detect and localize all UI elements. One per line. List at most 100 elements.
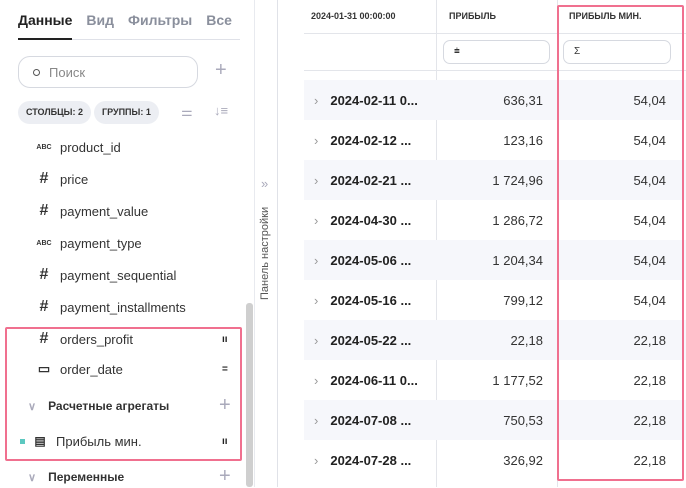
cell-profit: 1 724,96 — [492, 172, 543, 188]
chevron-right-icon[interactable]: › — [314, 372, 319, 388]
column-header-profit[interactable]: ПРИБЫЛЬ — [449, 11, 497, 21]
cell-profit-min: 22,18 — [633, 372, 666, 388]
tab-data[interactable]: Данные — [18, 0, 73, 40]
double-chevron-right-icon: » — [261, 176, 269, 191]
cell-profit-min: 54,04 — [633, 92, 666, 108]
tab-all[interactable]: Все — [206, 12, 232, 28]
cell-profit: 326,92 — [503, 452, 543, 468]
field-name: product_id — [60, 139, 121, 155]
add-variable-button[interactable]: + — [219, 465, 231, 487]
add-field-button[interactable]: + — [215, 59, 227, 81]
tab-filters[interactable]: Фильтры — [128, 12, 193, 28]
number-type-icon: # — [39, 266, 49, 283]
table-row[interactable]: › 2024-02-12 ... 123,16 54,04 — [304, 120, 686, 160]
cell-profit: 1 177,52 — [492, 372, 543, 388]
search-icon — [33, 68, 40, 76]
chevron-right-icon[interactable]: › — [314, 412, 319, 428]
filter-profit-min[interactable]: Σ — [563, 40, 671, 64]
cell-date: 2024-07-28 ... — [330, 452, 412, 468]
settings-panel-toggle[interactable]: » Панель настройки — [254, 0, 278, 487]
section-variables[interactable]: ∨ Переменные — [28, 470, 124, 484]
field-item[interactable]: # price — [36, 169, 89, 189]
field-name: orders_profit — [60, 331, 133, 347]
table-row[interactable]: › 2024-05-06 ... 1 204,34 54,04 — [304, 240, 686, 280]
cell-profit: 750,53 — [503, 412, 543, 428]
panel-label: Панель настройки — [259, 206, 271, 300]
chevron-right-icon[interactable]: › — [314, 92, 319, 108]
field-item[interactable]: ▭ order_date — [36, 359, 123, 379]
cell-date: 2024-05-06 ... — [330, 252, 412, 268]
table-row[interactable]: › 2024-07-28 ... 326,92 22,18 — [304, 440, 686, 480]
field-name: payment_value — [60, 203, 149, 219]
search-input[interactable]: Поиск — [18, 56, 198, 88]
sidebar-scrollbar[interactable] — [246, 303, 253, 487]
calendar-icon: ▭ — [37, 361, 51, 376]
cell-profit-min: 22,18 — [633, 452, 666, 468]
field-item[interactable]: ABC product_id — [36, 137, 121, 157]
tab-view[interactable]: Вид — [86, 12, 115, 28]
table-row[interactable]: › 2024-02-21 ... 1 724,96 54,04 — [304, 160, 686, 200]
cell-profit-min: 22,18 — [633, 412, 666, 428]
cell-profit-min: 54,04 — [633, 172, 666, 188]
calculator-icon: ▤ — [34, 434, 46, 448]
divider — [304, 70, 686, 71]
field-item[interactable]: ABC payment_type — [36, 233, 142, 253]
cell-profit: 799,12 — [503, 292, 543, 308]
field-item[interactable]: # payment_value — [36, 201, 149, 221]
chevron-right-icon[interactable]: › — [314, 212, 319, 228]
text-type-icon: ABC — [36, 143, 52, 151]
cell-date: 2024-05-22 ... — [330, 332, 412, 348]
chevron-right-icon[interactable]: › — [314, 332, 319, 348]
cell-date: 2024-06-11 0... — [330, 372, 418, 388]
field-item-profit-min[interactable]: ▤ Прибыль мин. — [32, 431, 142, 451]
chevron-down-icon: ∨ — [28, 400, 37, 413]
chevron-right-icon[interactable]: › — [314, 132, 319, 148]
table-row[interactable]: › 2024-05-22 ... 22,18 22,18 — [304, 320, 686, 360]
sidebar-tabs: Данные Вид Фильтры Все — [18, 0, 240, 40]
column-header-date[interactable]: 2024-01-31 00:00:00 — [311, 11, 396, 21]
chevron-right-icon[interactable]: › — [314, 452, 319, 468]
table-row[interactable]: › 2024-05-16 ... 799,12 54,04 — [304, 280, 686, 320]
filter-profit[interactable]: ⩧ — [443, 40, 550, 64]
chevron-right-icon[interactable]: › — [314, 292, 319, 308]
table-row[interactable]: › 2024-06-11 0... 1 177,52 22,18 — [304, 360, 686, 400]
highlight-box-sidebar — [5, 327, 242, 461]
section-label: Переменные — [48, 470, 125, 484]
settings-sliders-icon[interactable]: ⚌ — [181, 104, 193, 119]
divider — [304, 33, 686, 34]
table-row[interactable]: › 2024-07-08 ... 750,53 22,18 — [304, 400, 686, 440]
number-type-icon: # — [39, 170, 49, 187]
drag-handle-icon[interactable]: = — [222, 364, 228, 375]
section-label: Расчетные агрегаты — [48, 399, 170, 413]
cell-date: 2024-02-21 ... — [330, 172, 412, 188]
cell-date: 2024-02-11 0... — [330, 92, 418, 108]
sort-icon[interactable]: ↓≡ — [214, 103, 229, 118]
field-name: payment_type — [60, 235, 142, 251]
chevron-right-icon[interactable]: › — [314, 252, 319, 268]
add-calc-button[interactable]: + — [219, 394, 231, 416]
cell-profit-min: 54,04 — [633, 252, 666, 268]
cell-date: 2024-02-12 ... — [330, 132, 412, 148]
column-header-profit-min[interactable]: ПРИБЫЛЬ МИН. — [569, 11, 642, 21]
status-dot — [20, 439, 25, 444]
highlight-box-column — [557, 5, 684, 481]
drag-handle-icon[interactable]: ıı — [222, 334, 228, 345]
section-calc-aggregates[interactable]: ∨ Расчетные агрегаты — [28, 399, 169, 413]
groups-chip[interactable]: ГРУППЫ: 1 — [94, 101, 159, 124]
field-name: Прибыль мин. — [56, 433, 142, 449]
table-row[interactable]: › 2024-04-30 ... 1 286,72 54,04 — [304, 200, 686, 240]
field-item[interactable]: # orders_profit — [36, 329, 133, 349]
cell-date: 2024-07-08 ... — [330, 412, 412, 428]
drag-handle-icon[interactable]: ıı — [222, 436, 228, 447]
field-item[interactable]: # payment_installments — [36, 297, 186, 317]
number-type-icon: # — [39, 330, 49, 347]
table-row[interactable]: › 2024-02-11 0... 636,31 54,04 — [304, 80, 686, 120]
cell-profit: 22,18 — [510, 332, 543, 348]
field-name: payment_installments — [60, 299, 186, 315]
cell-profit: 1 204,34 — [492, 252, 543, 268]
chevron-right-icon[interactable]: › — [314, 172, 319, 188]
columns-chip[interactable]: СТОЛБЦЫ: 2 — [18, 101, 91, 124]
search-placeholder: Поиск — [49, 64, 86, 80]
field-item[interactable]: # payment_sequential — [36, 265, 177, 285]
cell-profit: 123,16 — [503, 132, 543, 148]
